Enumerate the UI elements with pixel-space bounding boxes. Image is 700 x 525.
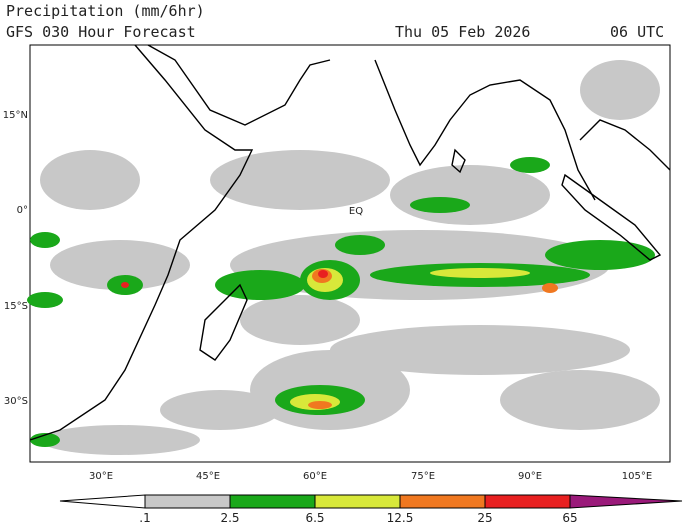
lon-label: 45°E bbox=[196, 471, 220, 482]
map bbox=[27, 44, 671, 463]
lat-label: 30°S bbox=[4, 396, 28, 407]
colorbar-label: 25 bbox=[477, 511, 492, 525]
lon-label: 75°E bbox=[411, 471, 435, 482]
date: Thu 05 Feb 2026 bbox=[395, 23, 530, 41]
lon-label: 30°E bbox=[89, 471, 113, 482]
colorbar-label: 2.5 bbox=[220, 511, 239, 525]
time: 06 UTC bbox=[610, 23, 664, 41]
lat-label: 0° bbox=[17, 205, 28, 216]
title: Precipitation (mm/6hr) bbox=[6, 2, 205, 20]
subtitle: GFS 030 Hour Forecast bbox=[6, 23, 196, 41]
coastlines bbox=[29, 44, 671, 441]
colorbar bbox=[59, 494, 683, 509]
colorbar-label: 65 bbox=[562, 511, 577, 525]
colorbar-label: .1 bbox=[139, 511, 150, 525]
lon-label: 105°E bbox=[622, 471, 652, 482]
lat-label: 15°S bbox=[4, 301, 28, 312]
lat-label: 15°N bbox=[3, 110, 28, 121]
precip-heavy bbox=[27, 157, 655, 447]
lon-label: 60°E bbox=[303, 471, 327, 482]
lon-label: 90°E bbox=[518, 471, 542, 482]
equator-label: EQ bbox=[349, 206, 363, 217]
colorbar-label: 6.5 bbox=[305, 511, 324, 525]
colorbar-label: 12.5 bbox=[387, 511, 414, 525]
